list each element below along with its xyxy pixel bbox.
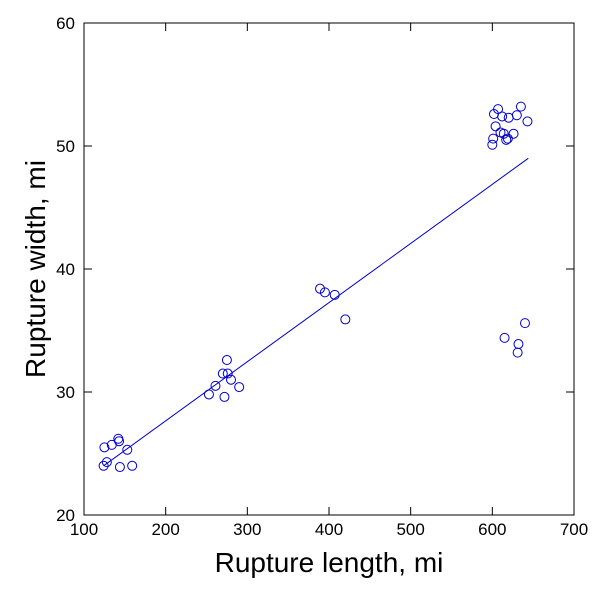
- y-tick-label: 30: [56, 383, 75, 402]
- data-point: [319, 287, 330, 298]
- data-point: [487, 139, 498, 150]
- axis-ticks: [84, 23, 574, 515]
- data-point: [508, 128, 519, 139]
- data-point: [234, 382, 245, 393]
- fit-line: [103, 157, 529, 467]
- data-point: [490, 121, 501, 132]
- data-point: [513, 339, 524, 350]
- x-axis-title: Rupture length, mi: [215, 547, 444, 578]
- data-point: [497, 111, 508, 122]
- x-tick-label: 700: [560, 520, 588, 539]
- x-tick-label: 300: [233, 520, 261, 539]
- data-point: [503, 112, 514, 123]
- data-point: [98, 460, 109, 471]
- data-point: [502, 133, 513, 144]
- x-tick-label: 500: [396, 520, 424, 539]
- data-point: [499, 332, 510, 343]
- y-axis-title: Rupture width, mi: [20, 160, 51, 378]
- data-point: [122, 444, 133, 455]
- y-tick-label: 20: [56, 506, 75, 525]
- data-point: [501, 134, 512, 145]
- data-point: [340, 314, 351, 325]
- x-tick-label: 600: [478, 520, 506, 539]
- data-point: [219, 391, 230, 402]
- y-tick-label: 40: [56, 260, 75, 279]
- data-point: [520, 318, 530, 329]
- data-point: [127, 460, 138, 471]
- data-point: [221, 355, 232, 366]
- data-point: [217, 368, 228, 379]
- x-tick-label: 400: [315, 520, 343, 539]
- data-point: [226, 374, 236, 385]
- data-point: [488, 133, 499, 144]
- data-point: [210, 380, 221, 391]
- data-point: [222, 368, 233, 379]
- axis-tick-labels: 100 200 300 400 500 600 700 20 30 40 50 60: [56, 14, 588, 539]
- x-tick-label: 100: [70, 520, 98, 539]
- data-point: [522, 116, 533, 127]
- data-points: [98, 101, 533, 473]
- data-point: [114, 462, 125, 473]
- plot-area-frame: [83, 22, 575, 516]
- data-point: [114, 436, 125, 447]
- data-point: [512, 347, 523, 358]
- x-tick-label: 200: [151, 520, 179, 539]
- data-point: [511, 110, 522, 121]
- data-point: [99, 442, 110, 453]
- data-point: [101, 457, 112, 468]
- data-point: [329, 289, 340, 300]
- data-point: [515, 101, 526, 112]
- data-point: [203, 389, 214, 400]
- y-tick-label: 60: [56, 14, 75, 33]
- y-tick-label: 50: [56, 137, 75, 156]
